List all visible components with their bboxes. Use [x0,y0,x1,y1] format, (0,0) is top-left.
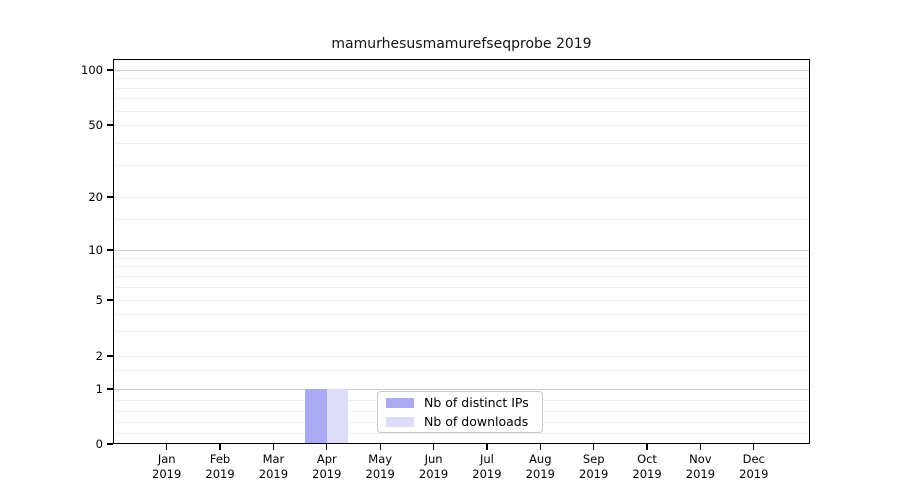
x-tick-mark [646,444,648,450]
bar-nb-of-downloads [326,389,349,444]
bar-nb-of-distinct-ips [305,389,327,444]
x-tick-label: Jul 2019 [472,452,502,481]
x-tick-mark [272,444,275,450]
minor-gridline [113,286,810,288]
x-tick-mark [539,444,541,450]
y-tick-label: 100 [81,63,103,77]
minor-gridline [113,300,810,301]
major-gridline [113,389,810,390]
x-tick-mark [379,444,381,450]
minor-gridline [113,218,810,220]
minor-gridline [113,110,810,112]
x-tick-mark [326,444,328,450]
x-tick-label: Oct 2019 [632,452,662,481]
legend-label-downloads: Nb of downloads [424,414,529,429]
y-tick-label: 10 [88,243,103,257]
minor-gridline [113,266,810,268]
x-tick-mark [753,444,755,450]
x-tick-label: May 2019 [365,452,395,481]
legend-swatch-distinct-ips [386,397,414,408]
chart-title: mamurhesusmamurefseqprobe 2019 [331,36,592,52]
minor-gridline [113,125,810,126]
minor-gridline [113,313,810,315]
y-tick-label: 0 [95,437,103,451]
y-tick-mark [107,249,113,251]
y-tick-label: 5 [95,293,103,307]
y-tick-mark [107,69,113,71]
x-tick-label: Jun 2019 [418,452,449,481]
minor-gridline [113,98,810,100]
minor-gridline [113,257,810,259]
x-tick-label: Jan 2019 [152,452,182,481]
x-tick-mark [486,444,488,450]
minor-gridline [113,197,810,198]
minor-gridline [113,78,810,80]
y-tick-mark [107,443,113,445]
x-tick-mark [593,444,595,450]
x-tick-label: Aug 2019 [525,452,555,481]
x-tick-label: Mar 2019 [258,452,289,481]
y-tick-mark [107,355,113,357]
y-tick-mark [107,299,113,301]
x-tick-label: Nov 2019 [685,452,716,481]
y-tick-mark [107,124,113,126]
minor-gridline [113,369,810,371]
legend-swatch-downloads [386,416,414,427]
minor-gridline [113,142,810,144]
legend-label-distinct-ips: Nb of distinct IPs [424,395,529,410]
major-gridline [113,250,810,251]
y-tick-mark [107,196,113,198]
y-tick-mark [107,388,113,390]
x-tick-label: Dec 2019 [739,452,769,481]
x-tick-mark [219,444,221,450]
legend: Nb of distinct IPs Nb of downloads [377,391,543,433]
minor-gridline [113,165,810,167]
minor-gridline [113,275,810,277]
minor-gridline [113,433,810,434]
x-tick-mark [166,444,168,450]
x-tick-label: Apr 2019 [312,452,342,481]
major-gridline [113,70,810,71]
minor-gridline [113,331,810,333]
x-tick-mark [699,444,701,450]
y-tick-label: 2 [95,349,103,363]
y-tick-label: 20 [88,190,103,204]
y-tick-label: 1 [95,382,103,396]
legend-item-distinct-ips: Nb of distinct IPs [386,395,534,410]
minor-gridline [113,87,810,89]
legend-item-downloads: Nb of downloads [386,414,534,429]
x-tick-label: Feb 2019 [205,452,235,481]
x-tick-label: Sep 2019 [579,452,609,481]
x-tick-mark [432,444,435,450]
y-tick-label: 50 [88,118,103,132]
minor-gridline [113,356,810,357]
